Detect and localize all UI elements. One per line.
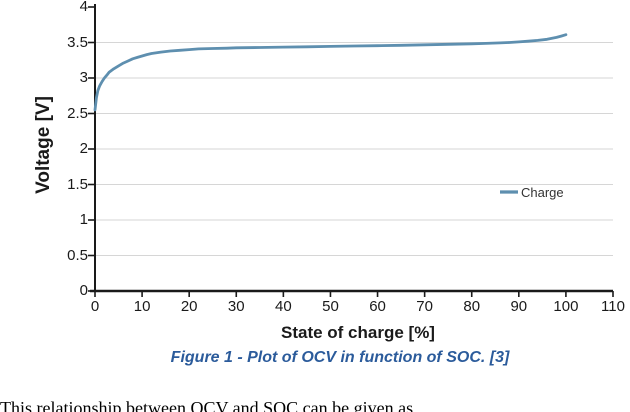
y-tick-label: 2.5 xyxy=(67,104,88,122)
y-tick-label: 1.5 xyxy=(67,175,88,193)
y-tick-label: 4 xyxy=(79,0,88,15)
figure-caption: Figure 1 - Plot of OCV in function of SO… xyxy=(170,349,510,366)
y-tick-label: 1 xyxy=(79,211,88,228)
y-tick-label: 3.5 xyxy=(67,33,88,51)
x-tick-label: 30 xyxy=(227,298,245,315)
x-axis-title: State of charge [%] xyxy=(281,323,435,342)
x-tick-label: 0 xyxy=(90,298,100,315)
x-tick-label: 110 xyxy=(601,298,625,315)
x-tick-label: 50 xyxy=(322,298,339,315)
x-tick-label: 20 xyxy=(180,298,198,315)
y-tick-label: 3 xyxy=(79,69,88,86)
x-tick-label: 90 xyxy=(510,298,528,315)
x-tick-label: 70 xyxy=(416,298,433,315)
x-tick-label: 40 xyxy=(275,298,292,315)
y-tick-label: 0.5 xyxy=(67,246,88,264)
x-tick-label: 60 xyxy=(369,298,386,315)
charge-curve xyxy=(93,33,568,112)
y-tick-label: 2 xyxy=(79,140,88,157)
legend-label: Charge xyxy=(521,185,564,200)
x-tick-label: 100 xyxy=(553,298,579,315)
x-tick-label: 10 xyxy=(133,298,151,315)
y-tick-label: 0 xyxy=(79,282,88,299)
body-paragraph-clipped: This relationship between OCV and SOC ca… xyxy=(0,398,414,412)
x-tick-label: 80 xyxy=(463,298,481,315)
